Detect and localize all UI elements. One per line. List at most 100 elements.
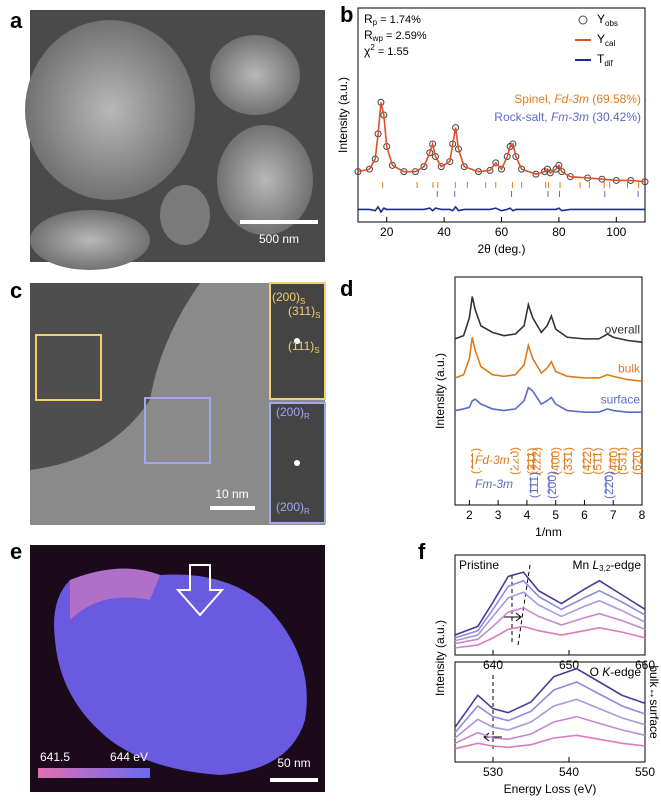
phase-name: Rock-salt, <box>494 110 551 124</box>
y-axis-label: Intensity (a.u.) <box>433 620 447 696</box>
x-tick-label: 100 <box>606 225 626 239</box>
x-tick-label: 3 <box>495 508 502 522</box>
edge-pre: Mn <box>572 558 592 572</box>
phase-fraction: (30.42%) <box>589 110 641 124</box>
panel-label: f <box>418 539 426 564</box>
x-tick-label: 6 <box>581 508 588 522</box>
data-point <box>460 163 468 171</box>
x-tick-label: 650 <box>559 658 579 672</box>
colorbar-label: 641.5 <box>40 750 70 764</box>
edge-symbol: K <box>602 665 611 679</box>
data-point <box>558 168 566 176</box>
x-axis-label: Energy Loss (eV) <box>504 782 597 796</box>
panel-label: a <box>10 8 23 33</box>
x-tick-label: 60 <box>495 225 509 239</box>
curve-label: overall <box>605 322 640 336</box>
edge-label: Mn L3,2-edge <box>572 558 641 573</box>
phase-group: Fm-3m <box>475 477 513 491</box>
phase-label: Rock-salt, Fm-3m (30.42%) <box>494 110 641 124</box>
x-axis-label: 1/nm <box>535 525 562 539</box>
edge-pre: O <box>590 665 603 679</box>
plot-frame <box>454 554 646 656</box>
legend-name: Y <box>597 32 605 46</box>
phase-name: Spinel, <box>514 92 554 106</box>
legend-name: T <box>597 52 605 66</box>
scale-bar-label: 500 nm <box>259 232 299 246</box>
data-point <box>437 163 445 171</box>
data-point <box>518 165 526 173</box>
data-point <box>420 163 428 171</box>
series-line <box>358 205 645 214</box>
series-line <box>454 698 646 739</box>
legend-label: Ycal <box>597 32 615 48</box>
series-line <box>357 102 646 183</box>
stat-symbol: R <box>364 28 373 42</box>
x-tick-label: 540 <box>559 765 579 779</box>
spot-label: (111)S <box>288 339 320 355</box>
colorbar-label: 644 eV <box>110 750 148 764</box>
y-axis-label: Intensity (a.u.) <box>433 353 447 429</box>
series-line <box>454 579 646 639</box>
reflection-label: (620) <box>630 447 644 475</box>
reflection-label: (422) <box>580 447 594 475</box>
edge-sub: 3,2 <box>599 564 611 573</box>
x-tick-label: 550 <box>635 765 655 779</box>
x-tick-label: 4 <box>524 508 531 522</box>
phase-label-bg <box>473 454 513 468</box>
reflection-label: (220) <box>507 447 521 475</box>
reflection-label: (531) <box>615 447 629 475</box>
legend-sub: dif <box>604 59 613 68</box>
spot-hkl: (200) <box>276 405 304 419</box>
reflection-label: (400) <box>548 447 562 475</box>
spot-label: (200)R <box>276 405 310 421</box>
series-line <box>454 667 646 728</box>
x-tick-label: 8 <box>639 508 646 522</box>
plot-frame <box>454 661 646 763</box>
panel-label: e <box>10 539 22 564</box>
legend-sub: obs <box>605 19 618 28</box>
panel-label: b <box>340 2 353 27</box>
legend-name: Y <box>597 12 605 26</box>
series-line <box>454 571 646 636</box>
legend-sub: cal <box>605 39 615 48</box>
phase-group: Fm-3m <box>551 110 589 124</box>
scale-bar-label: 10 nm <box>215 487 248 501</box>
spot-sub: S <box>300 297 305 306</box>
reflection-label: (511) <box>590 447 604 474</box>
spot-sub: S <box>315 311 320 320</box>
spot-label: (200)S <box>272 290 305 306</box>
curve-label: surface <box>601 392 641 406</box>
side-label: bulk↔surface <box>647 665 661 739</box>
reflection-label: (111) <box>527 472 541 498</box>
stat-sup: 2 <box>370 43 375 52</box>
spot-sub: R <box>304 412 310 421</box>
fit-statistic: Rp = 1.74% <box>364 12 421 27</box>
stat-value: = 1.55 <box>375 46 409 58</box>
fit-statistic: Rwp = 2.59% <box>364 28 427 43</box>
legend-symbol <box>578 15 588 25</box>
spot-label: (311)S <box>288 304 320 320</box>
series-line <box>454 296 643 343</box>
x-axis-label: 2θ (deg.) <box>477 242 525 256</box>
curve-label: bulk <box>618 361 641 375</box>
panel-label: d <box>340 276 353 301</box>
series-line <box>454 625 646 649</box>
stat-value: = 1.74% <box>377 14 421 26</box>
data-point <box>492 159 500 167</box>
fit-statistic: χ2 = 1.55 <box>364 43 409 58</box>
spot-sub: S <box>314 346 319 355</box>
spot-hkl: (311) <box>288 304 315 318</box>
stat-symbol: R <box>364 12 373 26</box>
x-tick-label: 640 <box>483 658 503 672</box>
x-tick-label: 20 <box>380 225 394 239</box>
y-axis-label: Intensity (a.u.) <box>336 77 350 153</box>
plot-frame <box>454 276 643 506</box>
scale-bar-label: 50 nm <box>277 756 310 770</box>
x-tick-label: 530 <box>483 765 503 779</box>
spot-hkl: (200) <box>276 500 304 514</box>
series-line <box>454 386 642 413</box>
eels-map: 641.5 644 eV 50 nm <box>30 545 325 792</box>
hrtem-image: 10 nm (200)S (311)S (111)S (200)R (200)R <box>30 282 326 525</box>
series-line <box>454 606 646 645</box>
